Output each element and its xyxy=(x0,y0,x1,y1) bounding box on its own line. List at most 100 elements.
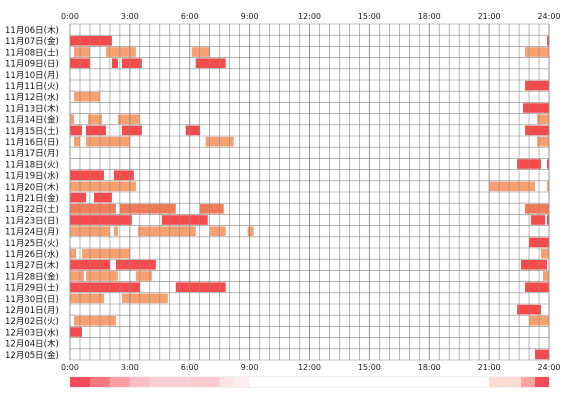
row-label: 11月21日(金) xyxy=(5,193,59,204)
activity-bar xyxy=(135,271,152,281)
summary-segment xyxy=(129,377,150,387)
activity-bar xyxy=(105,47,136,57)
activity-bar xyxy=(73,47,90,57)
row-label: 11月11日(火) xyxy=(5,82,59,92)
activity-bar xyxy=(247,226,254,236)
activity-bar xyxy=(185,125,200,136)
x-tick-label: 12:00 xyxy=(298,363,321,372)
activity-bar xyxy=(81,248,130,259)
activity-bar xyxy=(70,215,132,225)
activity-bar xyxy=(119,204,176,214)
summary-segment xyxy=(489,377,522,387)
activity-bar xyxy=(70,271,84,281)
row-label: 11月19日(水) xyxy=(5,171,59,182)
x-tick-label: 6:00 xyxy=(181,12,199,21)
row-label: 11月09日(日) xyxy=(5,60,59,70)
activity-bar xyxy=(70,36,112,46)
activity-bar xyxy=(161,215,208,225)
activity-bar xyxy=(121,58,142,68)
activity-bar xyxy=(70,248,76,259)
summary-segment xyxy=(89,377,110,387)
activity-bar xyxy=(541,248,549,259)
x-tick-label: 0:00 xyxy=(61,363,79,372)
row-label: 12月03日(水) xyxy=(5,327,59,338)
activity-bar xyxy=(191,47,210,57)
x-tick-label: 15:00 xyxy=(358,12,381,21)
activity-bar xyxy=(113,226,118,236)
activity-bar xyxy=(525,204,549,214)
row-label: 11月06日(木) xyxy=(5,25,59,36)
row-label: 12月02日(火) xyxy=(5,317,59,327)
activity-bar xyxy=(70,327,82,337)
summary-segment xyxy=(535,377,549,387)
row-label: 12月04日(木) xyxy=(5,339,59,350)
activity-bar xyxy=(113,170,134,180)
x-tick-label: 18:00 xyxy=(418,12,441,21)
activity-bar xyxy=(73,316,116,326)
row-labels: 11月06日(木)11月07日(金)11月08日(土) 11月09日(日) 11月1… xyxy=(5,25,59,361)
row-label: 11月17日(月) xyxy=(5,149,59,159)
activity-bar xyxy=(111,58,118,68)
activity-bar xyxy=(525,80,549,91)
activity-bar xyxy=(531,215,546,225)
activity-bar xyxy=(115,260,156,270)
activity-bar xyxy=(85,271,118,281)
x-tick-label: 9:00 xyxy=(241,363,259,372)
activity-bar xyxy=(547,181,549,192)
x-tick-label: 24:00 xyxy=(537,363,560,372)
activity-bar xyxy=(85,125,106,136)
row-label: 12月01日(月) xyxy=(5,306,59,316)
activity-bar xyxy=(537,136,549,147)
row-label: 11月22日(土) xyxy=(5,204,59,215)
row-label: 11月07日(金) xyxy=(5,36,59,47)
activity-bar xyxy=(117,114,140,124)
activity-bar xyxy=(70,293,104,304)
x-tick-label: 0:00 xyxy=(61,12,79,21)
row-label: 11月14日(金) xyxy=(5,115,59,126)
activity-bar xyxy=(523,103,549,113)
summary-segment xyxy=(149,377,190,387)
activity-bar xyxy=(175,282,226,292)
x-tick-label: 6:00 xyxy=(181,363,199,372)
activity-bar xyxy=(195,58,226,68)
activity-bar xyxy=(121,293,168,304)
row-label: 11月23日(日) xyxy=(5,216,59,226)
activity-bar xyxy=(547,36,549,46)
activity-bar xyxy=(199,204,224,214)
activity-bar xyxy=(547,215,549,225)
row-label: 11月26日(水) xyxy=(5,249,59,260)
x-axis-ticks-bottom: 0:00 3:00 6:00 9:00 12:00 15:00 18:00 21:00 24:0… xyxy=(61,363,561,372)
activity-bar xyxy=(209,226,226,236)
row-label: 11月30日(日) xyxy=(5,295,59,305)
activity-bar xyxy=(70,114,74,124)
row-label: 11月16日(日) xyxy=(5,138,59,148)
activity-bar xyxy=(73,92,100,102)
activity-bar xyxy=(85,136,130,147)
x-tick-label: 24:00 xyxy=(537,12,560,21)
activity-bar xyxy=(137,226,196,236)
x-tick-label: 21:00 xyxy=(478,12,501,21)
row-label: 11月28日(金) xyxy=(5,271,59,282)
x-tick-label: 21:00 xyxy=(478,363,501,372)
activity-bar xyxy=(525,125,549,136)
activity-bar xyxy=(547,159,549,169)
x-axis-ticks: 0:00 3:00 6:00 9:00 12:00 15:00 18:00 21:00 24:0… xyxy=(61,12,561,21)
summary-segment xyxy=(70,377,90,387)
row-label: 11月18日(火) xyxy=(5,160,59,170)
summary-segment xyxy=(109,377,130,387)
summary-segment xyxy=(521,377,536,387)
x-tick-label: 18:00 xyxy=(418,363,441,372)
activity-bar xyxy=(525,47,549,57)
summary-segment xyxy=(249,377,490,387)
x-tick-label: 3:00 xyxy=(121,363,139,372)
activity-bar xyxy=(543,271,549,281)
summary-segment xyxy=(219,377,234,387)
x-tick-label: 9:00 xyxy=(241,12,259,21)
x-tick-label: 15:00 xyxy=(358,363,381,372)
x-tick-label: 3:00 xyxy=(121,12,139,21)
row-label: 11月08日(土) xyxy=(5,47,59,58)
row-label: 12月05日(金) xyxy=(5,350,59,361)
row-label: 11月24日(月) xyxy=(5,228,59,238)
activity-bar xyxy=(93,192,112,203)
